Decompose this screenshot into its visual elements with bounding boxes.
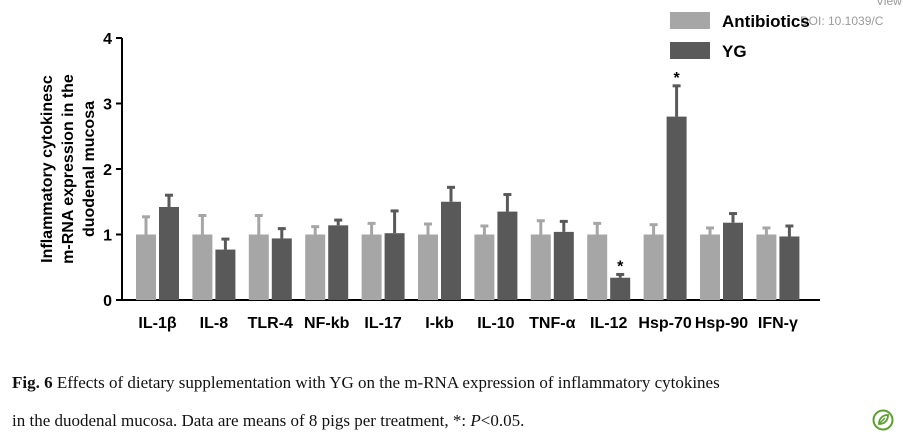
y-tick-label: 3	[103, 97, 112, 114]
x-tick-label: TNF-α	[529, 315, 575, 332]
y-axis-label-line: Inflammatory cytokinesc	[39, 75, 56, 263]
x-tick-label: IL-10	[477, 315, 514, 332]
bar-yg	[666, 116, 687, 300]
x-tick-label: IL-1β	[138, 315, 176, 332]
x-tick-label: Hsp-70	[638, 315, 691, 332]
y-tick-label: 4	[103, 31, 112, 48]
bar-antibiotics	[248, 234, 269, 300]
bar-yg	[610, 277, 631, 300]
p-value-symbol: P	[470, 411, 481, 430]
bar-antibiotics	[587, 234, 608, 300]
legend-swatch	[670, 12, 710, 29]
bar-antibiotics	[756, 234, 777, 300]
x-tick-label: TLR-4	[248, 315, 293, 332]
bar-yg	[441, 201, 461, 300]
bar-yg	[497, 211, 518, 300]
bar-chart: 0 1 2 3 4 Inflammatory cytokinesc m-RNA expres…	[39, 12, 820, 332]
x-tick-label: IL-12	[590, 315, 627, 332]
x-tick-label: I-kb	[425, 315, 454, 332]
bar-antibiotics	[192, 234, 213, 300]
y-tick-label: 1	[103, 228, 112, 245]
view-link-text[interactable]: View	[876, 0, 902, 8]
x-tick-label: IFN-γ	[758, 315, 798, 332]
bar-antibiotics	[136, 234, 156, 300]
legend-label: YG	[722, 42, 747, 61]
y-axis-label-line: m-RNA expression in the	[60, 74, 77, 264]
caption-text-1: Effects of dietary supplementation with …	[52, 373, 720, 392]
bar-antibiotics	[474, 234, 495, 300]
y-tick-label: 0	[103, 293, 112, 310]
bar-antibiotics	[305, 234, 326, 300]
bar-yg	[271, 238, 292, 300]
significance-mark: *	[673, 70, 680, 87]
y-axis-label-line: duodenal mucosa	[81, 101, 98, 237]
bar-yg	[159, 206, 179, 300]
x-tick-label: Hsp-90	[695, 315, 748, 332]
bar-yg	[779, 236, 800, 300]
significance-mark: *	[617, 258, 624, 275]
bar-yg	[553, 231, 574, 300]
bar-yg	[723, 222, 743, 300]
bar-antibiotics	[418, 234, 438, 300]
bar-antibiotics	[361, 234, 382, 300]
bar-antibiotics	[700, 234, 720, 300]
bar-antibiotics	[643, 234, 664, 300]
doi-text[interactable]: DOI: 10.1039/C	[800, 14, 884, 28]
x-tick-label: IL-17	[364, 315, 401, 332]
x-tick-label: NF-kb	[304, 315, 350, 332]
x-tick-label: IL-8	[200, 315, 229, 332]
leaf-icon[interactable]	[872, 409, 894, 431]
caption-text-2: in the duodenal mucosa. Data are means o…	[12, 411, 471, 430]
y-axis-label: Inflammatory cytokinesc m-RNA expression …	[39, 74, 98, 264]
bar-antibiotics	[530, 234, 551, 300]
legend-swatch	[670, 42, 710, 59]
figure-caption-line-1: Fig. 6 Effects of dietary supplementatio…	[12, 373, 897, 393]
bar-yg	[384, 233, 405, 300]
legend-label: Antibiotics	[722, 12, 810, 31]
figure-label: Fig. 6	[12, 373, 53, 392]
figure-caption-line-2: in the duodenal mucosa. Data are means o…	[12, 411, 897, 431]
caption-text-3: <0.05.	[480, 411, 525, 430]
bar-yg	[328, 225, 349, 300]
bar-yg	[215, 249, 236, 300]
y-tick-label: 2	[103, 162, 112, 179]
